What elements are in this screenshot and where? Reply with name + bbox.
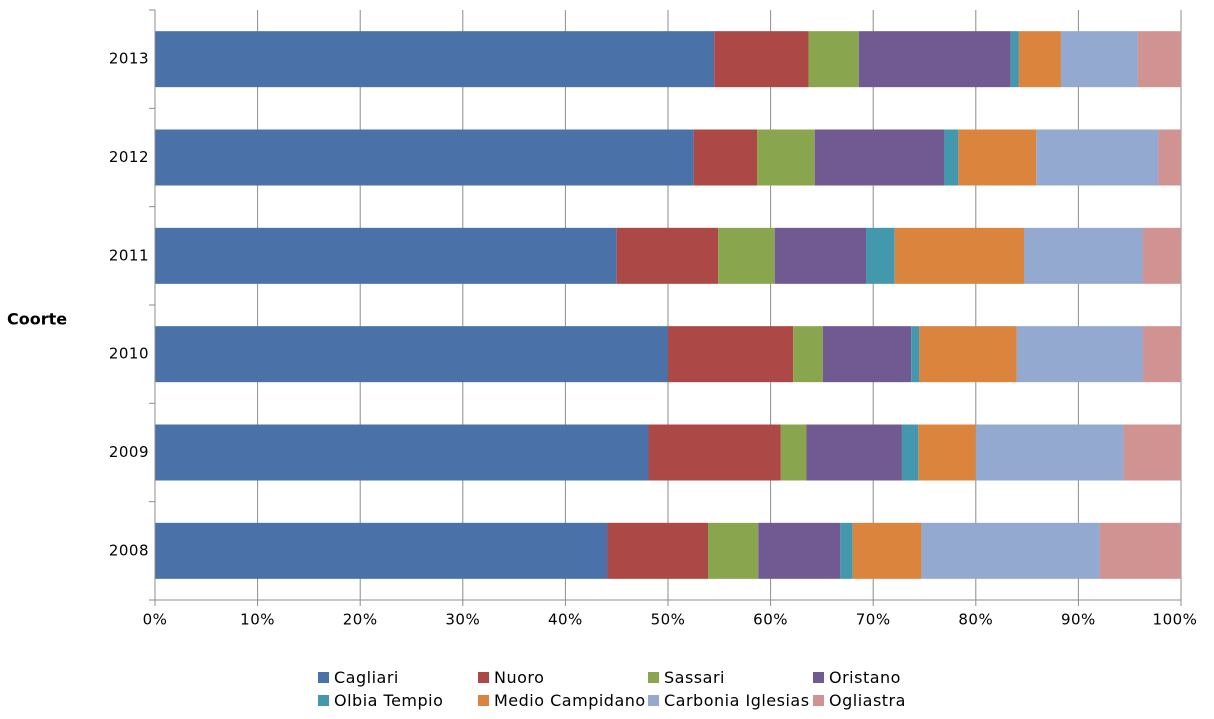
x-tick-label: 50% bbox=[651, 611, 686, 629]
bar-segment-2013-olbia-tempio bbox=[1010, 31, 1019, 88]
y-axis-label: Coorte bbox=[7, 310, 67, 329]
legend-label: Ogliastra bbox=[829, 691, 906, 710]
bar-segment-2011-medio-campidano bbox=[894, 227, 1025, 284]
legend-swatch bbox=[318, 672, 329, 683]
legend-item: Medio Campidano bbox=[478, 691, 648, 710]
legend-item: Oristano bbox=[813, 668, 938, 687]
bar-segment-2010-carbonia-iglesias bbox=[1016, 326, 1144, 383]
bar-segment-2010-cagliari bbox=[155, 326, 668, 383]
bar-segment-2012-medio-campidano bbox=[958, 129, 1037, 186]
legend-swatch bbox=[478, 672, 489, 683]
legend-item: Sassari bbox=[648, 668, 813, 687]
bar-segment-2009-medio-campidano bbox=[918, 424, 976, 481]
bar-segment-2011-oristano bbox=[774, 227, 867, 284]
bar-segment-2011-nuoro bbox=[616, 227, 719, 284]
y-tick-label: 2008 bbox=[109, 541, 149, 559]
bar-segment-2012-carbonia-iglesias bbox=[1036, 129, 1159, 186]
legend-label: Cagliari bbox=[334, 668, 399, 687]
bar-segment-2013-oristano bbox=[858, 31, 1011, 88]
x-tick-label: 40% bbox=[548, 611, 583, 629]
bar-segment-2010-medio-campidano bbox=[919, 326, 1017, 383]
legend-label: Nuoro bbox=[494, 668, 545, 687]
bar-segment-2008-oristano bbox=[758, 522, 841, 579]
chart-canvas: 2013 2012 2011 2010 2009 2008 0% 10% 20% 30% 40% 5… bbox=[7, 9, 1198, 629]
legend-row: Cagliari Nuoro Sassari Oristano bbox=[318, 666, 938, 689]
axes bbox=[149, 9, 1182, 606]
bar-segment-2009-ogliastra bbox=[1123, 424, 1181, 481]
y-tick-labels: 2013 2012 2011 2010 2009 2008 bbox=[109, 50, 149, 560]
x-tick-label: 70% bbox=[856, 611, 891, 629]
bar-segment-2010-sassari bbox=[793, 326, 823, 383]
bar-segment-2008-nuoro bbox=[607, 522, 709, 579]
bar-segment-2009-sassari bbox=[780, 424, 807, 481]
bar-segment-2008-carbonia-iglesias bbox=[921, 522, 1100, 579]
bar-segment-2013-carbonia-iglesias bbox=[1060, 31, 1138, 88]
legend-swatch bbox=[813, 672, 824, 683]
legend-row: Olbia Tempio Medio Campidano Carbonia Igle… bbox=[318, 689, 938, 712]
legend-item: Carbonia Iglesias bbox=[648, 691, 813, 710]
legend-item: Olbia Tempio bbox=[318, 691, 478, 710]
bar-segment-2010-olbia-tempio bbox=[911, 326, 920, 383]
legend-item: Ogliastra bbox=[813, 691, 938, 710]
y-tick-label: 2011 bbox=[109, 246, 149, 264]
bar-segment-2013-ogliastra bbox=[1137, 31, 1181, 88]
legend-swatch bbox=[318, 695, 329, 706]
grid-lines bbox=[154, 10, 1182, 600]
legend-swatch bbox=[813, 695, 824, 706]
bar-segment-2011-cagliari bbox=[155, 227, 617, 284]
legend: Cagliari Nuoro Sassari Oristano Olbia Tempio… bbox=[318, 666, 938, 712]
bar-segment-2009-cagliari bbox=[155, 424, 649, 481]
y-tick-label: 2013 bbox=[109, 50, 149, 68]
x-tick-label: 100% bbox=[1153, 611, 1198, 629]
x-tick-label: 60% bbox=[753, 611, 788, 629]
bar-segment-2009-nuoro bbox=[648, 424, 781, 481]
bar-segment-2012-ogliastra bbox=[1158, 129, 1181, 186]
legend-label: Medio Campidano bbox=[494, 691, 646, 710]
legend-item: Cagliari bbox=[318, 668, 478, 687]
legend-label: Oristano bbox=[829, 668, 901, 687]
y-tick-label: 2012 bbox=[109, 148, 149, 166]
bar-segment-2010-oristano bbox=[822, 326, 912, 383]
bar-segment-2011-olbia-tempio bbox=[866, 227, 895, 284]
legend-label: Sassari bbox=[664, 668, 725, 687]
bar-segment-2013-nuoro bbox=[714, 31, 809, 88]
x-tick-label: 0% bbox=[143, 611, 168, 629]
x-tick-label: 30% bbox=[445, 611, 480, 629]
bar-segment-2012-nuoro bbox=[693, 129, 758, 186]
bar-segment-2011-sassari bbox=[718, 227, 775, 284]
x-tick-label: 20% bbox=[343, 611, 378, 629]
legend-label: Olbia Tempio bbox=[334, 691, 444, 710]
y-tick-label: 2009 bbox=[109, 443, 149, 461]
bar-segment-2013-sassari bbox=[808, 31, 859, 88]
bar-segment-2008-sassari bbox=[708, 522, 759, 579]
bar-segment-2012-oristano bbox=[814, 129, 944, 186]
bar-segment-2012-cagliari bbox=[155, 129, 694, 186]
legend-label: Carbonia Iglesias bbox=[664, 691, 810, 710]
y-tick-label: 2010 bbox=[109, 345, 149, 363]
bar-segment-2008-cagliari bbox=[155, 522, 608, 579]
x-tick-labels: 0% 10% 20% 30% 40% 50% 60% 70% 80% 90% 100% bbox=[143, 611, 1198, 629]
bar-segment-2012-sassari bbox=[757, 129, 815, 186]
x-tick-label: 80% bbox=[958, 611, 993, 629]
legend-item: Nuoro bbox=[478, 668, 648, 687]
bar-segment-2008-olbia-tempio bbox=[840, 522, 853, 579]
bar-segment-2009-olbia-tempio bbox=[901, 424, 919, 481]
bar-segment-2013-cagliari bbox=[155, 31, 715, 88]
bar-segment-2008-ogliastra bbox=[1099, 522, 1181, 579]
bar-segment-2009-oristano bbox=[806, 424, 902, 481]
bar-segment-2010-nuoro bbox=[668, 326, 794, 383]
legend-swatch bbox=[478, 695, 489, 706]
bar-segment-2008-medio-campidano bbox=[852, 522, 922, 579]
bar-segment-2013-medio-campidano bbox=[1018, 31, 1061, 88]
x-tick-label: 90% bbox=[1061, 611, 1096, 629]
bar-segment-2009-carbonia-iglesias bbox=[975, 424, 1124, 481]
bar-stacks bbox=[155, 31, 1181, 579]
legend-swatch bbox=[648, 672, 659, 683]
bar-segment-2011-ogliastra bbox=[1143, 227, 1181, 284]
bar-segment-2010-ogliastra bbox=[1143, 326, 1181, 383]
legend-swatch bbox=[648, 695, 659, 706]
x-tick-label: 10% bbox=[240, 611, 275, 629]
bar-segment-2012-olbia-tempio bbox=[943, 129, 959, 186]
bar-segment-2011-carbonia-iglesias bbox=[1024, 227, 1144, 284]
